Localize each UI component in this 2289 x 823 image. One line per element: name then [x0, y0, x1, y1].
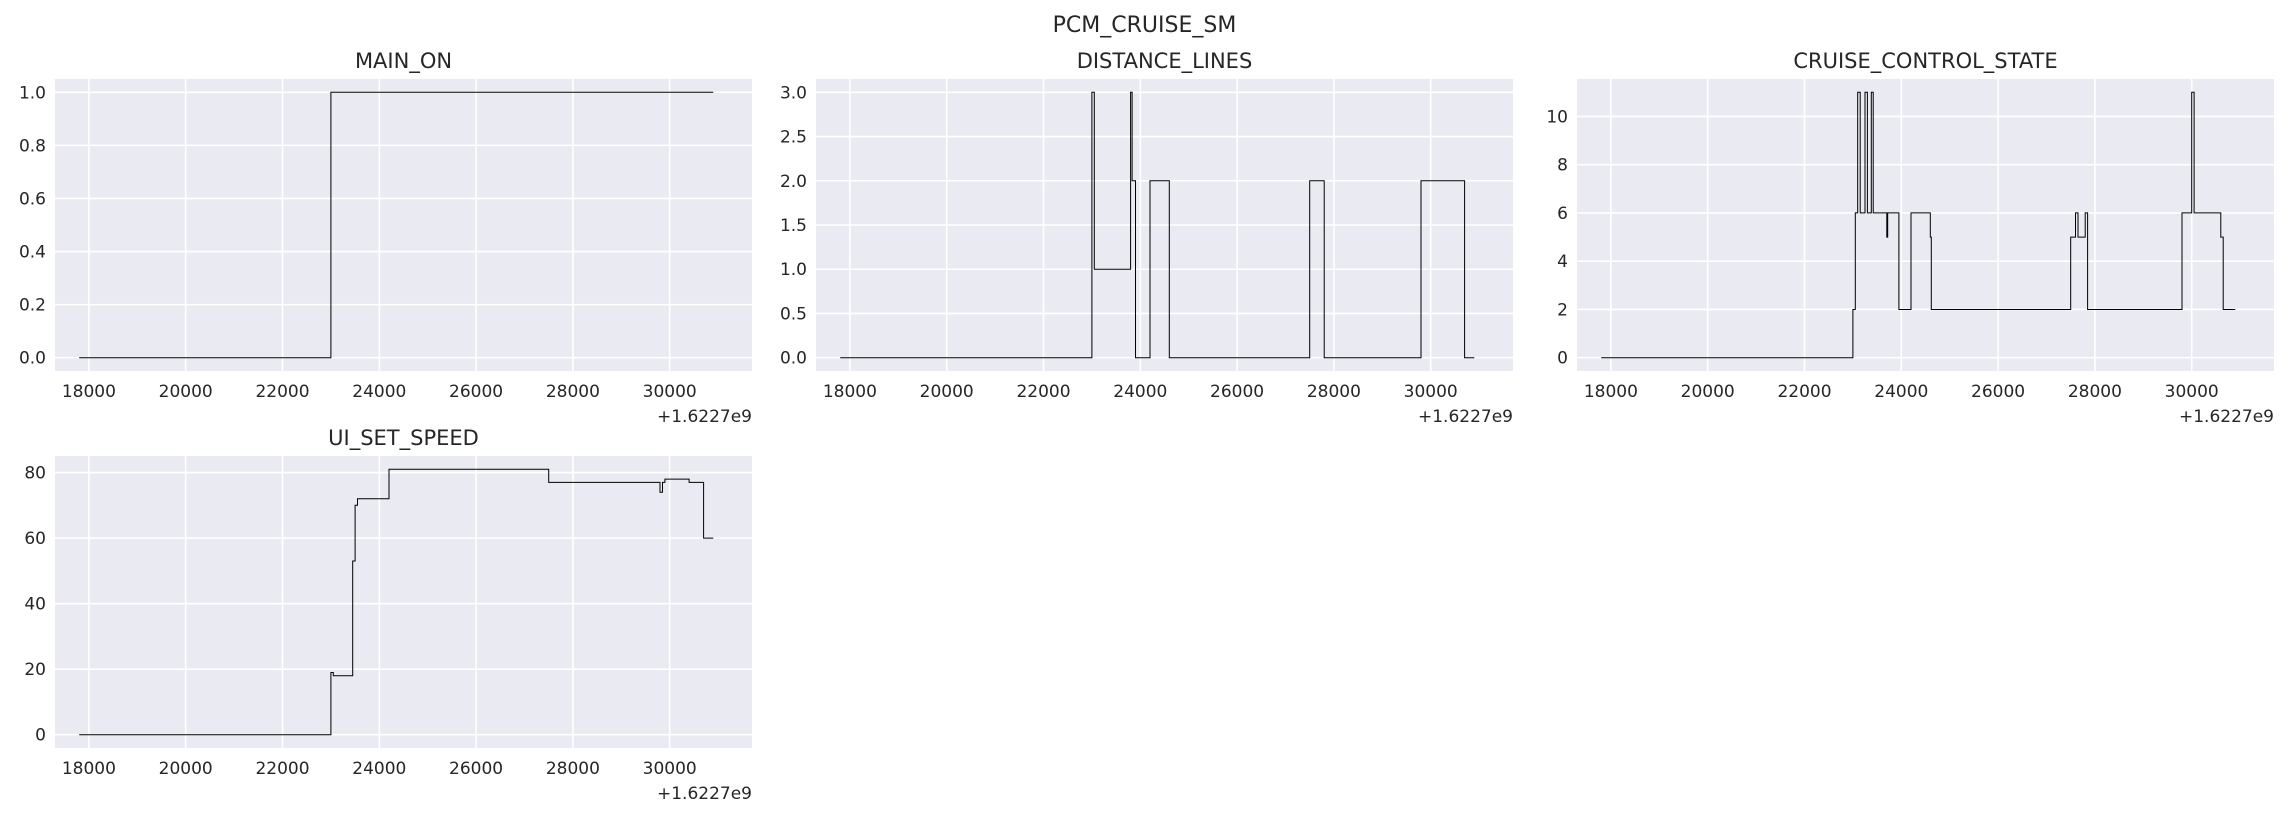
x-tick-label: 26000	[1971, 382, 2025, 402]
y-tick-label: 60	[24, 529, 46, 549]
series-line	[840, 91, 1475, 359]
series-line	[1601, 91, 2236, 359]
series-line	[79, 468, 714, 736]
x-tick-label: 18000	[62, 382, 116, 402]
x-tick-label: 18000	[1584, 382, 1638, 402]
x-tick-label: 24000	[352, 759, 406, 779]
x-tick-label: 20000	[1681, 382, 1735, 402]
x-offset-label: +1.6227e9	[2179, 407, 2274, 427]
subplot-3: 18000 20000 22000 24000 26000 28000 30000 0 2 4 6 8…	[1546, 49, 2274, 427]
subplot-1: 18000 20000 22000 24000 26000 28000 30000 0.0 0.…	[19, 49, 752, 427]
x-tick-label: 24000	[352, 382, 406, 402]
plot-area	[55, 79, 752, 371]
y-tick-label: 0.6	[19, 189, 46, 209]
y-tick-label: 4	[1557, 252, 1568, 272]
x-tick-label: 20000	[159, 759, 213, 779]
series-line	[79, 91, 714, 359]
x-tick-label: 26000	[449, 382, 503, 402]
y-tick-label: 40	[24, 595, 46, 615]
x-tick-label: 28000	[2068, 382, 2122, 402]
y-tick-label: 0	[1557, 349, 1568, 369]
y-tick-label: 3.0	[780, 83, 807, 103]
y-tick-label: 2.5	[780, 128, 807, 148]
y-tick-label: 1.5	[780, 216, 807, 236]
plot-area	[1577, 79, 2274, 371]
y-tick-label: 0.5	[780, 304, 807, 324]
y-tick-label: 80	[24, 464, 46, 484]
plot-area	[55, 456, 752, 748]
x-tick-label: 20000	[920, 382, 974, 402]
x-tick-label: 18000	[823, 382, 877, 402]
x-tick-label: 28000	[1307, 382, 1361, 402]
x-tick-label: 24000	[1874, 382, 1928, 402]
x-offset-label: +1.6227e9	[657, 784, 752, 804]
subplot-4: 18000 20000 22000 24000 26000 28000 30000 0 20 40…	[24, 426, 752, 804]
y-tick-label: 0.2	[19, 296, 46, 316]
x-tick-label: 30000	[643, 759, 697, 779]
figure-title: PCM_CRUISE_SM	[1053, 13, 1237, 38]
y-tick-label: 6	[1557, 204, 1568, 224]
y-tick-label: 1.0	[19, 83, 46, 103]
y-tick-label: 10	[1546, 107, 1568, 127]
y-tick-label: 20	[24, 660, 46, 680]
subplot-title: MAIN_ON	[355, 49, 452, 74]
x-offset-label: +1.6227e9	[657, 407, 752, 427]
x-tick-label: 22000	[255, 759, 309, 779]
y-tick-label: 0	[35, 726, 46, 746]
x-tick-label: 18000	[62, 759, 116, 779]
x-tick-label: 22000	[255, 382, 309, 402]
x-tick-label: 30000	[643, 382, 697, 402]
x-tick-label: 22000	[1016, 382, 1070, 402]
x-tick-label: 28000	[546, 759, 600, 779]
y-tick-label: 8	[1557, 156, 1568, 176]
y-tick-label: 0.0	[19, 349, 46, 369]
y-tick-label: 1.0	[780, 260, 807, 280]
x-tick-label: 24000	[1113, 382, 1167, 402]
subplot-2: 18000 20000 22000 24000 26000 28000 30000 0.0 0.…	[780, 49, 1513, 427]
y-tick-label: 2.0	[780, 172, 807, 192]
subplot-title: CRUISE_CONTROL_STATE	[1793, 49, 2057, 74]
subplot-title: UI_SET_SPEED	[328, 426, 479, 451]
x-tick-label: 26000	[1210, 382, 1264, 402]
subplot-title: DISTANCE_LINES	[1077, 49, 1253, 74]
y-tick-label: 2	[1557, 300, 1568, 320]
x-tick-label: 28000	[546, 382, 600, 402]
x-tick-label: 26000	[449, 759, 503, 779]
y-tick-label: 0.8	[19, 136, 46, 156]
y-tick-label: 0.0	[780, 349, 807, 369]
x-tick-label: 20000	[159, 382, 213, 402]
y-tick-label: 0.4	[19, 243, 46, 263]
x-offset-label: +1.6227e9	[1418, 407, 1513, 427]
x-tick-label: 30000	[2165, 382, 2219, 402]
x-tick-label: 30000	[1404, 382, 1458, 402]
x-tick-label: 22000	[1777, 382, 1831, 402]
